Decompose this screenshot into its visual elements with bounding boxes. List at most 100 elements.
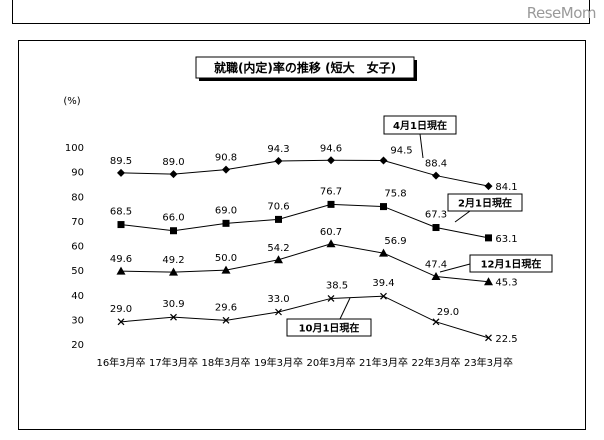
- x-marker-stroke: [327, 295, 335, 302]
- series-callouts: 4月1日現在 2月1日現在 12月1日現在 10月1日現在: [286, 115, 553, 337]
- callout-leader: [439, 263, 471, 273]
- y-tick-label: 90: [71, 168, 84, 179]
- series-line: [120, 243, 489, 283]
- data-label: 30.9: [162, 299, 184, 310]
- triangle-marker: [431, 272, 441, 281]
- x-tick-label: 22年3月卒: [411, 356, 460, 369]
- diamond-marker: [379, 156, 388, 165]
- y-tick-label: 30: [71, 315, 84, 326]
- callout: 4月1日現在: [383, 115, 457, 159]
- diamond-marker: [484, 182, 493, 191]
- x-marker: [485, 334, 492, 342]
- data-label: 49.6: [110, 254, 132, 265]
- series-lines: [120, 159, 489, 339]
- callout-leader: [419, 133, 424, 159]
- x-tick-label: 16年3月卒: [96, 356, 145, 369]
- y-tick-label: 50: [71, 266, 84, 277]
- x-marker-stroke: [117, 318, 125, 326]
- data-label: 94.5: [390, 146, 412, 157]
- data-label: 68.5: [110, 207, 132, 218]
- callout-box: [286, 318, 372, 337]
- x-marker: [222, 316, 230, 324]
- x-marker-stroke: [222, 316, 230, 324]
- square-marker: [380, 203, 387, 211]
- square-marker: [485, 234, 492, 242]
- callout-box: [469, 254, 553, 273]
- x-marker: [275, 308, 282, 316]
- triangle-marker: [169, 267, 178, 276]
- series-markers: [116, 156, 493, 342]
- data-label: 75.8: [384, 189, 406, 200]
- data-label: 39.4: [372, 278, 394, 289]
- x-marker: [432, 318, 440, 326]
- x-marker-stroke: [380, 292, 387, 300]
- callout: 2月1日現在: [447, 193, 523, 223]
- callout-label: 10月1日現在: [299, 322, 360, 335]
- y-tick-label: 60: [71, 242, 84, 253]
- diamond-marker: [222, 165, 230, 174]
- callout-label: 4月1日現在: [393, 119, 447, 132]
- chart-title: 就職(内定)率の推移 (短大 女子): [214, 60, 396, 75]
- callout-box: [383, 115, 457, 135]
- series-line: [120, 295, 489, 339]
- data-label: 88.4: [425, 159, 447, 170]
- x-axis-ticks: 16年3月卒 17年3月卒 18年3月卒 19年3月卒 20年3月卒 21年3月卒 22年3…: [96, 356, 513, 369]
- diamond-marker: [117, 168, 125, 177]
- data-label: 90.8: [215, 153, 237, 164]
- chart-frame: [18, 40, 586, 430]
- data-label: 29.0: [110, 304, 132, 315]
- diamond-marker: [169, 170, 178, 179]
- data-label: 45.3: [495, 278, 517, 289]
- data-label: 47.4: [425, 260, 447, 271]
- data-label: 70.6: [267, 201, 289, 212]
- data-label: 33.0: [267, 294, 289, 305]
- callout: 12月1日現在: [439, 254, 553, 273]
- triangle-marker: [484, 277, 493, 286]
- x-tick-label: 18年3月卒: [201, 356, 250, 369]
- x-tick-label: 19年3月卒: [254, 356, 303, 369]
- data-label: 76.7: [320, 186, 342, 197]
- x-marker: [380, 292, 387, 300]
- callout: 10月1日現在: [286, 297, 372, 337]
- x-tick-label: 23年3月卒: [464, 356, 513, 369]
- data-label: 89.0: [162, 157, 184, 168]
- x-marker-stroke: [170, 313, 177, 321]
- square-marker: [327, 200, 335, 208]
- square-marker: [117, 221, 125, 229]
- x-tick-label: 17年3月卒: [149, 356, 198, 369]
- data-label: 63.1: [495, 234, 517, 245]
- triangle-marker: [379, 248, 388, 257]
- square-marker: [170, 227, 177, 235]
- data-label: 69.0: [215, 205, 237, 216]
- data-label: 84.1: [495, 182, 517, 193]
- data-label: 94.3: [267, 144, 289, 155]
- callout-leader: [339, 297, 351, 320]
- callout-label: 2月1日現在: [458, 197, 512, 210]
- data-label: 60.7: [320, 227, 342, 238]
- y-tick-label: 70: [71, 217, 84, 228]
- y-unit-label: (%): [63, 96, 80, 107]
- data-label: 38.5: [326, 280, 348, 291]
- square-marker: [222, 219, 230, 227]
- x-marker-stroke: [485, 334, 492, 342]
- data-label: 50.0: [215, 253, 237, 264]
- diamond-marker: [432, 171, 440, 180]
- triangle-marker: [274, 255, 283, 264]
- series-line: [120, 203, 489, 239]
- x-marker: [170, 313, 177, 321]
- y-tick-label: 100: [65, 143, 84, 154]
- x-tick-label: 20年3月卒: [306, 356, 355, 369]
- y-tick-label: 20: [71, 340, 84, 351]
- x-tick-label: 21年3月卒: [359, 356, 408, 369]
- triangle-marker: [221, 265, 231, 274]
- square-marker: [275, 215, 282, 223]
- data-label: 56.9: [384, 236, 406, 247]
- diamond-marker: [327, 156, 335, 165]
- x-marker-stroke: [275, 308, 282, 316]
- callout-leader: [454, 210, 471, 223]
- x-marker-stroke: [432, 318, 440, 326]
- x-marker: [327, 295, 335, 302]
- data-label: 54.2: [267, 243, 289, 254]
- callout-label: 12月1日現在: [481, 258, 542, 271]
- data-label: 89.5: [110, 156, 132, 167]
